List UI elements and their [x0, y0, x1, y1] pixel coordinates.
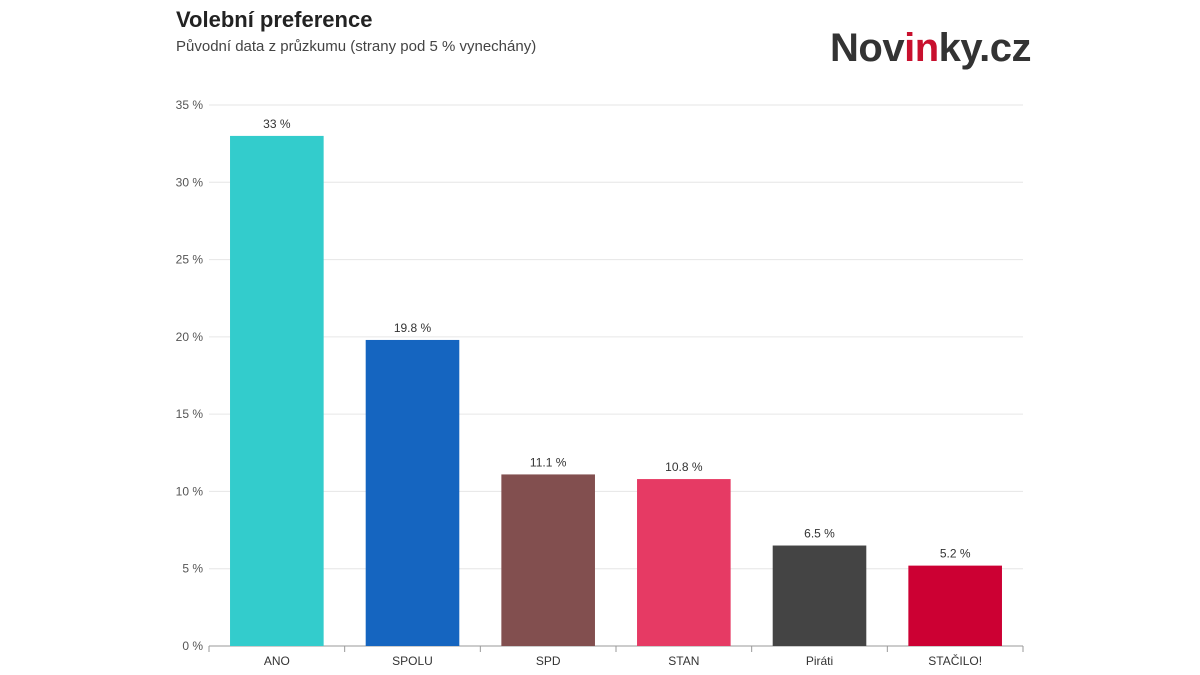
- bar-value-label: 19.8 %: [394, 321, 432, 335]
- bar-value-label: 10.8 %: [665, 460, 703, 474]
- bar: [365, 339, 460, 646]
- bar-value-label: 33 %: [263, 117, 291, 131]
- x-tick-label: STAN: [668, 654, 699, 668]
- bar-value-label: 11.1 %: [530, 455, 567, 469]
- x-tick-label: Piráti: [806, 654, 833, 668]
- logo-text-accent: in: [904, 26, 939, 70]
- chart-subtitle: Původní data z průzkumu (strany pod 5 % …: [176, 38, 537, 55]
- y-tick-label: 20 %: [176, 330, 204, 344]
- bar-value-label: 5.2 %: [940, 547, 971, 561]
- y-tick-label: 10 %: [176, 484, 204, 498]
- bar: [230, 135, 324, 646]
- y-tick-label: 35 %: [176, 98, 204, 112]
- logo-text-start: Nov: [830, 26, 905, 70]
- logo-text-end: ky.cz: [938, 26, 1032, 70]
- bar: [637, 479, 731, 646]
- x-tick-label: ANO: [264, 654, 290, 668]
- bar: [908, 565, 1002, 646]
- x-tick-label: STAČILO!: [928, 653, 982, 668]
- bar: [501, 474, 595, 646]
- x-tick-label: SPOLU: [392, 654, 433, 668]
- novinky-logo[interactable]: Novinky.cz: [830, 26, 1032, 71]
- y-tick-label: 25 %: [176, 253, 204, 267]
- y-tick-label: 5 %: [182, 562, 203, 576]
- chart-title: Volební preference: [176, 7, 373, 32]
- bar: [772, 545, 867, 646]
- y-tick-label: 0 %: [182, 639, 203, 653]
- x-tick-label: SPD: [536, 654, 561, 668]
- bar-value-label: 6.5 %: [804, 527, 835, 541]
- y-tick-label: 15 %: [176, 407, 204, 421]
- y-tick-label: 30 %: [176, 175, 204, 189]
